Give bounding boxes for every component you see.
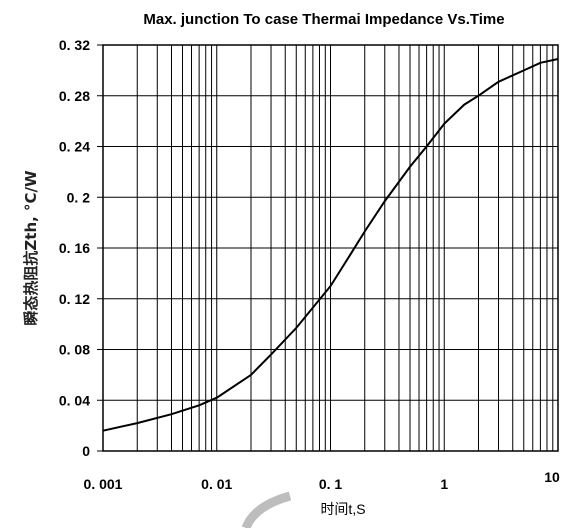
x-axis-label: 时间t,S [320, 501, 365, 517]
chart-title: Max. junction To case Thermai Impedance … [143, 11, 504, 28]
tick-labels: 0 0. 04 0. 08 0. 12 0. 16 0. 2 0. 24 0. 28 0. 32… [59, 37, 560, 492]
series-layer [102, 58, 559, 432]
y-tick-label: 0. 24 [59, 139, 90, 155]
grid-lines [102, 44, 558, 452]
watermark-arc [241, 491, 292, 528]
x-tick-label: 1 [440, 476, 448, 492]
x-tick-label: 0. 01 [201, 476, 232, 492]
x-tick-label: 0. 001 [84, 476, 123, 492]
x-tick-label: 10 [544, 469, 560, 485]
y-axis-label: 瞬态热阻抗Zth, °C/W [22, 170, 40, 326]
y-tick-label: 0 [82, 443, 90, 459]
y-tick-label: 0. 12 [59, 291, 90, 307]
y-tick-label: 0. 28 [59, 88, 90, 104]
y-tick-label: 0. 04 [59, 392, 90, 408]
y-tick-label: 0. 32 [59, 37, 90, 53]
y-tick-label: 0. 08 [59, 342, 90, 358]
impedance-curve [102, 58, 559, 432]
x-tick-label: 0. 1 [319, 476, 343, 492]
y-tick-label: 0. 16 [59, 240, 90, 256]
y-tick-label: 0. 2 [67, 189, 91, 205]
